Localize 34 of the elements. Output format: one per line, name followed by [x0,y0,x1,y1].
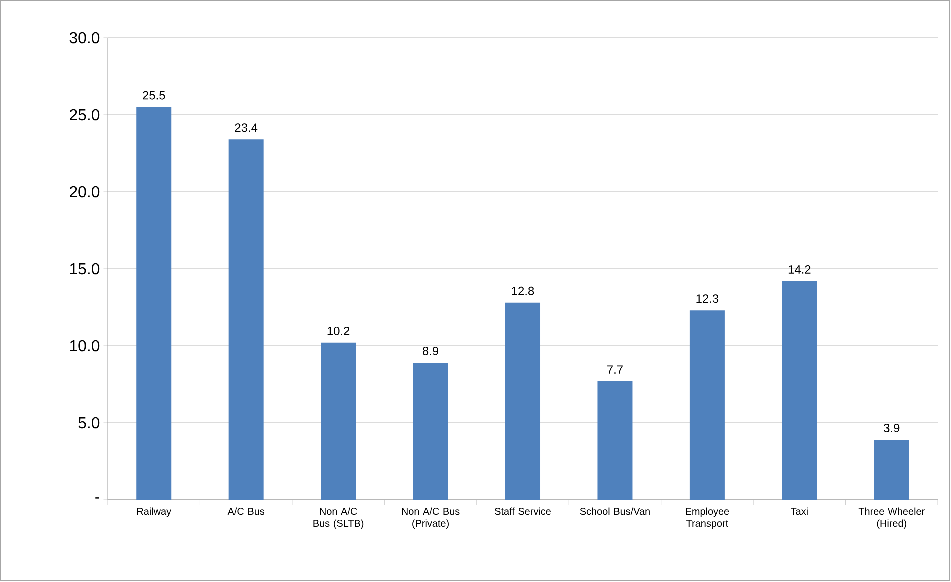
data-label: 3.9 [884,424,900,432]
x-tick-label: Employee Transport [686,508,730,530]
x-tick-label: Staff Service [495,508,551,516]
data-label: 12.8 [512,286,534,296]
bar [782,281,818,500]
data-label: 7.7 [608,366,623,374]
y-tick-label: - [96,498,100,499]
bar [228,140,264,500]
data-label: 8.9 [422,346,439,356]
x-tick-label: Railway [137,508,172,518]
x-tick-label: Non A/C Bus (SLTB) [314,508,364,530]
bar [598,381,633,500]
bar [136,107,172,500]
x-tick-label: Taxi [791,508,808,516]
y-tick-label: 25.0 [70,109,100,121]
x-tick-label: Three Wheeler (Hired) [858,508,925,530]
y-tick-label: 15.0 [70,263,100,275]
data-label: 10.2 [328,326,350,336]
y-tick-label: 10.0 [70,340,100,352]
data-label: 12.3 [696,294,719,304]
bar [690,310,725,500]
bar [413,362,448,500]
y-tick-label: 5.0 [78,417,100,429]
y-tick-label: 30.0 [70,32,100,44]
data-label: 25.5 [143,91,166,100]
bar [321,342,356,500]
bar [506,302,541,500]
bar [874,440,910,500]
data-label: 23.4 [235,124,258,132]
x-tick-label: A/C Bus [228,508,265,516]
data-label: 14.2 [788,265,811,274]
x-tick-label: Non A/C Bus (Private) [402,508,460,530]
x-tick-label: School Bus/Van [580,508,650,516]
y-tick-label: 20.0 [70,186,100,198]
